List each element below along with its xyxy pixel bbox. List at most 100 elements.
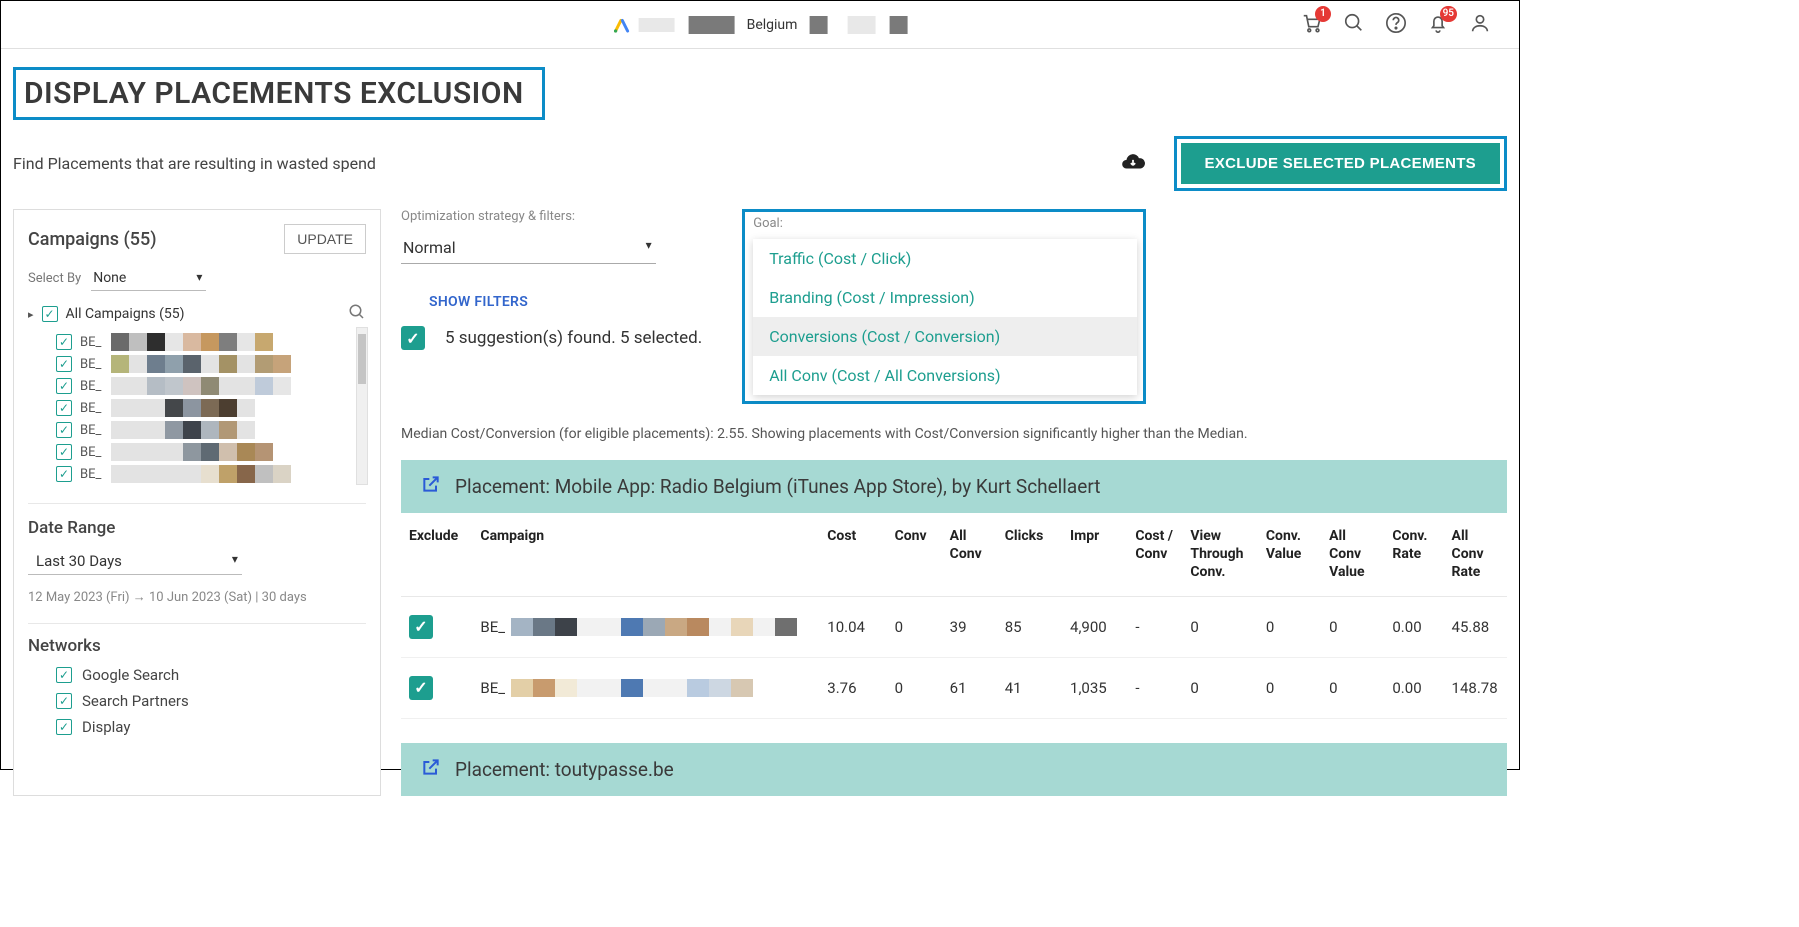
network-item[interactable]: Search Partners [56, 692, 366, 710]
top-header: Belgium 1 95 [1, 1, 1519, 49]
metric-cell: 1,035 [1062, 657, 1127, 718]
goal-option[interactable]: All Conv (Cost / All Conversions) [753, 356, 1137, 395]
goal-label: Goal: [753, 216, 1137, 231]
campaign-tree-item[interactable]: BE_ [56, 419, 366, 441]
metric-cell: 0 [1321, 596, 1384, 657]
column-header[interactable]: Exclude [401, 513, 472, 596]
redacted-campaign-name [511, 618, 797, 636]
account-selector[interactable]: Belgium [613, 16, 908, 34]
campaign-scrollbar[interactable] [356, 327, 368, 485]
redacted-block [889, 16, 907, 34]
table-row: BE_3.76061411,035-0000.00148.78 [401, 657, 1507, 718]
redacted-campaign-name [111, 377, 291, 395]
cart-icon[interactable]: 1 [1301, 12, 1323, 38]
content-area: Optimization strategy & filters: Normal … [401, 209, 1507, 796]
campaign-search-icon[interactable] [348, 303, 366, 325]
campaign-tree-item[interactable]: BE_ [56, 441, 366, 463]
column-header[interactable]: Conv. Rate [1384, 513, 1443, 596]
column-header[interactable]: Campaign [472, 513, 819, 596]
tree-caret-icon[interactable]: ▸ [28, 308, 34, 321]
exclude-selected-button[interactable]: EXCLUDE SELECTED PLACEMENTS [1181, 143, 1500, 184]
search-icon[interactable] [1343, 12, 1365, 38]
column-header[interactable]: All Conv [942, 513, 997, 596]
campaign-tree-item[interactable]: BE_ [56, 375, 366, 397]
exclude-checkbox[interactable] [409, 615, 433, 639]
metric-cell: 61 [942, 657, 997, 718]
external-link-icon[interactable] [421, 757, 441, 782]
all-campaigns-checkbox[interactable] [42, 306, 58, 322]
cart-badge: 1 [1315, 6, 1331, 22]
column-header[interactable]: Conv [887, 513, 942, 596]
column-header[interactable]: All Conv Value [1321, 513, 1384, 596]
network-item[interactable]: Google Search [56, 666, 366, 684]
campaign-checkbox[interactable] [56, 444, 72, 460]
all-campaigns-label[interactable]: All Campaigns (55) [66, 306, 185, 322]
campaign-tree-item[interactable]: BE_ [56, 463, 366, 485]
campaign-checkbox[interactable] [56, 466, 72, 482]
external-link-icon[interactable] [421, 474, 441, 499]
metric-cell: 3.76 [819, 657, 886, 718]
download-icon[interactable] [1120, 149, 1146, 179]
column-header[interactable]: Clicks [997, 513, 1062, 596]
metric-cell: 85 [997, 596, 1062, 657]
notifications-icon[interactable]: 95 [1427, 12, 1449, 38]
goal-option[interactable]: Branding (Cost / Impression) [753, 278, 1137, 317]
networks-label: Networks [28, 636, 366, 656]
metric-cell: 39 [942, 596, 997, 657]
goal-option[interactable]: Conversions (Cost / Conversion) [753, 317, 1137, 356]
update-button[interactable]: UPDATE [284, 224, 366, 254]
show-filters-link[interactable]: SHOW FILTERS [429, 294, 702, 310]
strategy-dropdown[interactable]: Normal [401, 232, 656, 264]
column-header[interactable]: All Conv Rate [1444, 513, 1507, 596]
campaign-cell: BE_ [480, 618, 811, 636]
help-icon[interactable] [1385, 12, 1407, 38]
date-range-label: Date Range [28, 518, 366, 538]
metric-cell: - [1127, 596, 1182, 657]
campaign-checkbox[interactable] [56, 356, 72, 372]
campaign-checkbox[interactable] [56, 378, 72, 394]
metric-cell: 45.88 [1444, 596, 1507, 657]
metric-cell: 0 [1182, 596, 1257, 657]
page-subtitle: Find Placements that are resulting in wa… [13, 154, 376, 173]
metric-cell: 41 [997, 657, 1062, 718]
redacted-campaign-name [111, 355, 291, 373]
network-item[interactable]: Display [56, 718, 366, 736]
column-header[interactable]: View Through Conv. [1182, 513, 1257, 596]
select-all-suggestions-checkbox[interactable] [401, 326, 425, 350]
metric-cell: 0 [887, 657, 942, 718]
campaign-checkbox[interactable] [56, 400, 72, 416]
campaign-tree-item[interactable]: BE_ [56, 331, 366, 353]
column-header[interactable]: Impr [1062, 513, 1127, 596]
metric-cell: 0 [1182, 657, 1257, 718]
select-by-dropdown[interactable]: None [91, 266, 206, 291]
exclude-checkbox[interactable] [409, 676, 433, 700]
column-header[interactable]: Cost [819, 513, 886, 596]
date-range-dropdown[interactable]: Last 30 Days [28, 548, 242, 575]
metric-cell: 0 [1258, 657, 1321, 718]
campaign-prefix: BE_ [80, 357, 101, 372]
network-label: Display [82, 718, 130, 736]
campaign-tree-item[interactable]: BE_ [56, 397, 366, 419]
goal-dropdown[interactable]: Traffic (Cost / Click)Branding (Cost / I… [753, 239, 1137, 395]
redacted-block [689, 16, 735, 34]
goal-dropdown-highlight: Goal: Traffic (Cost / Click)Branding (Co… [742, 209, 1146, 404]
campaign-checkbox[interactable] [56, 334, 72, 350]
goal-option[interactable]: Traffic (Cost / Click) [753, 239, 1137, 278]
placement-header: Placement: toutypasse.be [401, 743, 1507, 796]
exclude-button-highlight: EXCLUDE SELECTED PLACEMENTS [1174, 136, 1507, 191]
column-header[interactable]: Conv. Value [1258, 513, 1321, 596]
redacted-block [847, 16, 875, 34]
median-note: Median Cost/Conversion (for eligible pla… [401, 426, 1507, 442]
campaign-tree-item[interactable]: BE_ [56, 353, 366, 375]
profile-icon[interactable] [1469, 12, 1491, 38]
metric-cell: 148.78 [1444, 657, 1507, 718]
campaign-checkbox[interactable] [56, 422, 72, 438]
network-checkbox[interactable] [56, 693, 72, 709]
google-ads-logo-icon [613, 16, 631, 34]
network-checkbox[interactable] [56, 719, 72, 735]
placement-title: Placement: Mobile App: Radio Belgium (iT… [455, 475, 1100, 498]
column-header[interactable]: Cost / Conv [1127, 513, 1182, 596]
placement-header: Placement: Mobile App: Radio Belgium (iT… [401, 460, 1507, 513]
network-checkbox[interactable] [56, 667, 72, 683]
metric-cell: - [1127, 657, 1182, 718]
